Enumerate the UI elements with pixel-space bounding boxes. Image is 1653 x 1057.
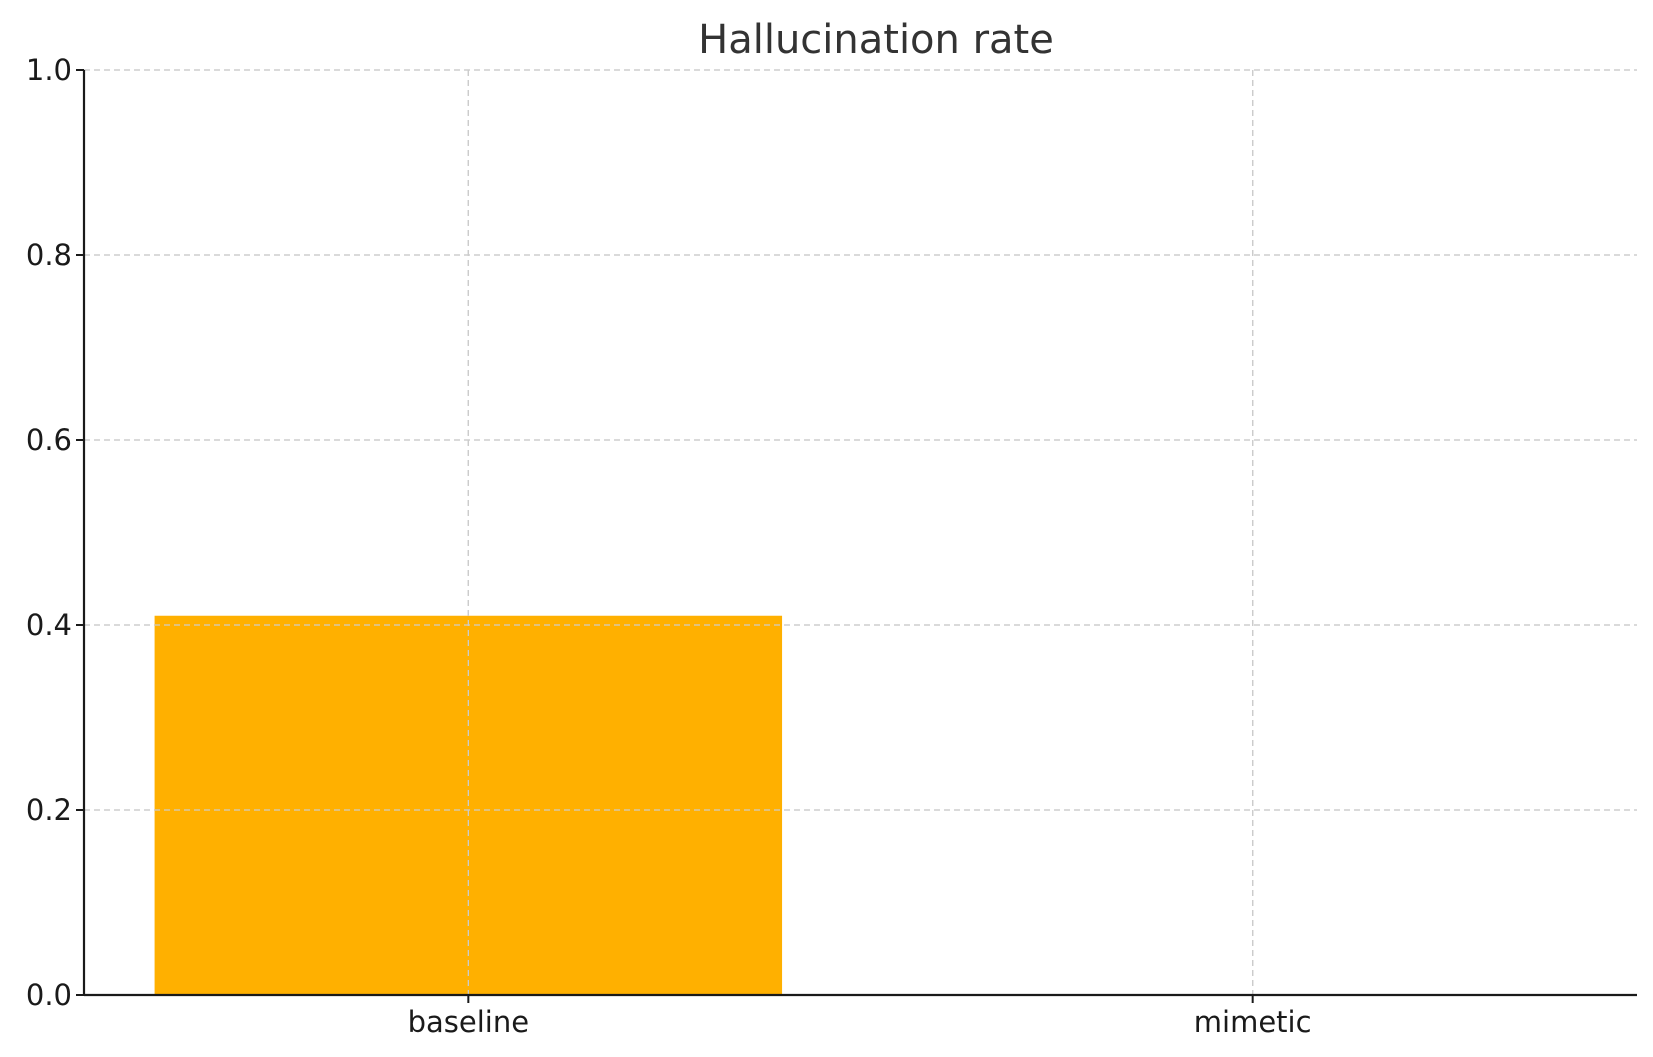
y-tick-label: 0.2 xyxy=(26,793,72,827)
y-tick-label: 0.6 xyxy=(26,423,72,457)
y-tick-label: 0.4 xyxy=(26,608,72,642)
x-tick-label-mimetic: mimetic xyxy=(1194,1005,1312,1039)
y-tick-label: 0.8 xyxy=(26,238,72,272)
tick-labels: 0.0 0.2 0.4 0.6 0.8 1.0 baseline mimetic xyxy=(26,53,1312,1039)
chart-title: Hallucination rate xyxy=(698,17,1054,63)
y-tick-label: 0.0 xyxy=(26,978,72,1012)
axes xyxy=(76,69,1637,1003)
y-tick-label: 1.0 xyxy=(26,53,72,87)
bars xyxy=(84,69,1637,995)
x-tick-label-baseline: baseline xyxy=(408,1005,529,1039)
